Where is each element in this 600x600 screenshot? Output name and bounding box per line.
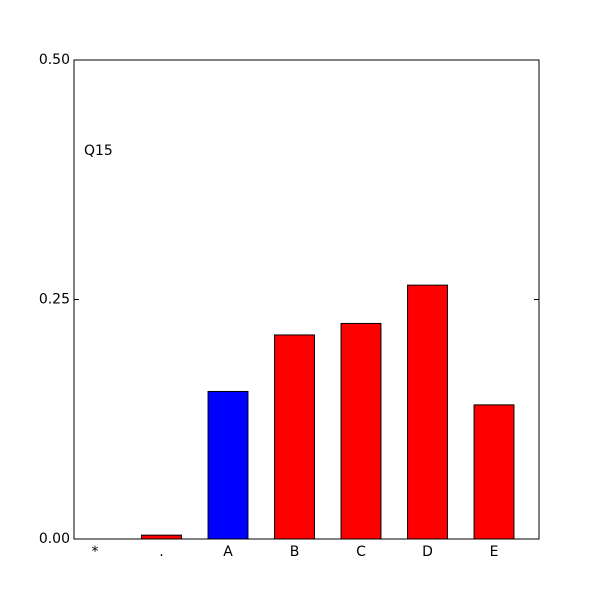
x-tick-label: A	[223, 544, 233, 560]
y-tick-label: 0.50	[39, 52, 70, 68]
bar	[407, 284, 448, 540]
annotation: Q15	[84, 143, 113, 159]
x-tick-label: C	[356, 544, 366, 560]
x-tick-label: B	[290, 544, 300, 560]
y-tick-label: 0.00	[39, 531, 70, 547]
bar	[473, 404, 515, 540]
x-tick-label: .	[159, 544, 163, 560]
bar	[340, 322, 382, 540]
x-tick-label: E	[490, 544, 499, 560]
x-tick-label: *	[92, 544, 99, 560]
y-tick-label: 0.25	[39, 292, 70, 308]
x-tick-label: D	[422, 544, 433, 560]
bar	[274, 334, 315, 540]
bar	[141, 534, 182, 540]
bar	[207, 390, 249, 540]
